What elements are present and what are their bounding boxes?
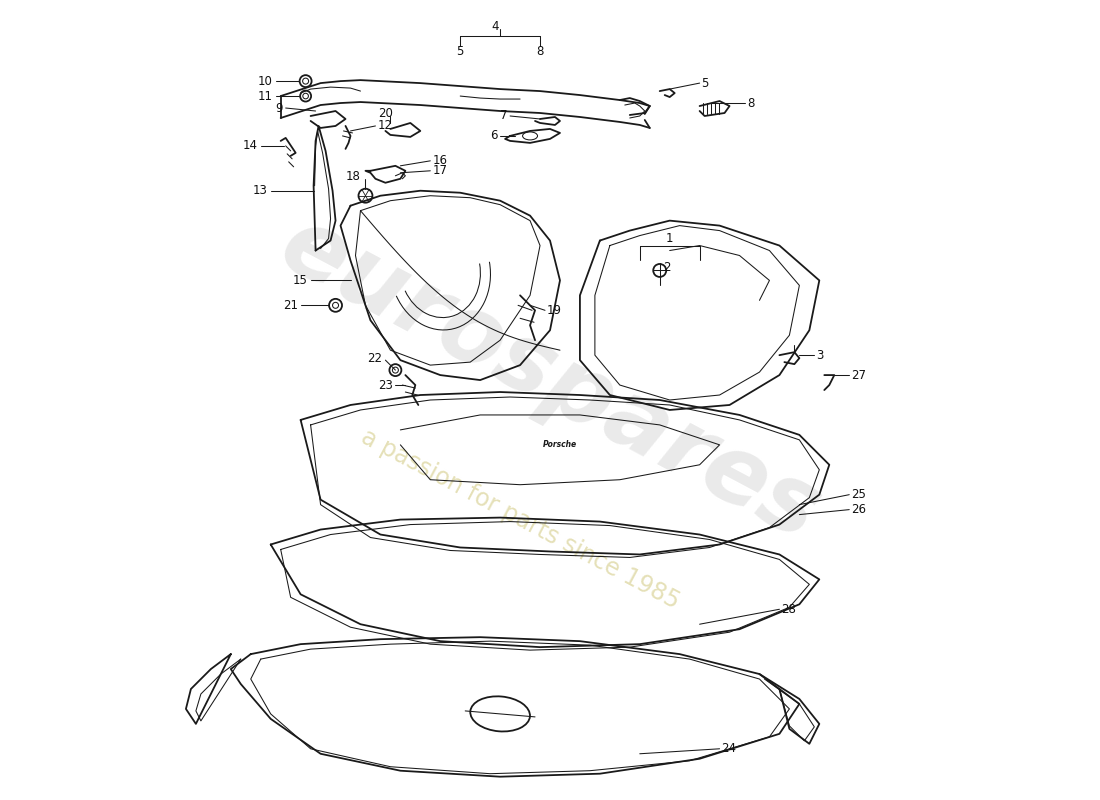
Text: 19: 19: [547, 304, 562, 317]
Text: 17: 17: [432, 164, 448, 178]
Text: 5: 5: [456, 45, 464, 58]
Text: 16: 16: [432, 154, 448, 167]
Text: 2: 2: [662, 261, 670, 274]
Text: a passion for parts since 1985: a passion for parts since 1985: [356, 425, 683, 614]
Text: 23: 23: [378, 378, 394, 391]
Text: 8: 8: [748, 97, 755, 110]
Text: 11: 11: [257, 90, 273, 102]
Text: 22: 22: [367, 352, 383, 365]
Text: 6: 6: [490, 130, 497, 142]
Text: 26: 26: [851, 503, 866, 516]
Text: 15: 15: [293, 274, 308, 287]
Text: 24: 24: [722, 742, 737, 755]
Text: 27: 27: [851, 369, 866, 382]
Text: 10: 10: [257, 74, 273, 88]
Text: 4: 4: [492, 20, 499, 33]
Text: 5: 5: [702, 77, 710, 90]
Text: 1: 1: [666, 232, 673, 245]
Text: 18: 18: [345, 170, 361, 183]
Text: 21: 21: [283, 299, 298, 312]
Text: 3: 3: [816, 349, 824, 362]
Text: 13: 13: [253, 184, 267, 198]
Text: 7: 7: [499, 110, 507, 122]
Text: eurospares: eurospares: [265, 199, 835, 561]
Text: 8: 8: [537, 45, 543, 58]
Text: 12: 12: [377, 119, 393, 133]
Text: Porsche: Porsche: [543, 440, 578, 450]
Text: 25: 25: [851, 488, 866, 501]
Text: 28: 28: [781, 602, 796, 616]
Text: 20: 20: [378, 107, 393, 121]
Text: 14: 14: [243, 139, 257, 152]
Text: 9: 9: [275, 102, 283, 114]
